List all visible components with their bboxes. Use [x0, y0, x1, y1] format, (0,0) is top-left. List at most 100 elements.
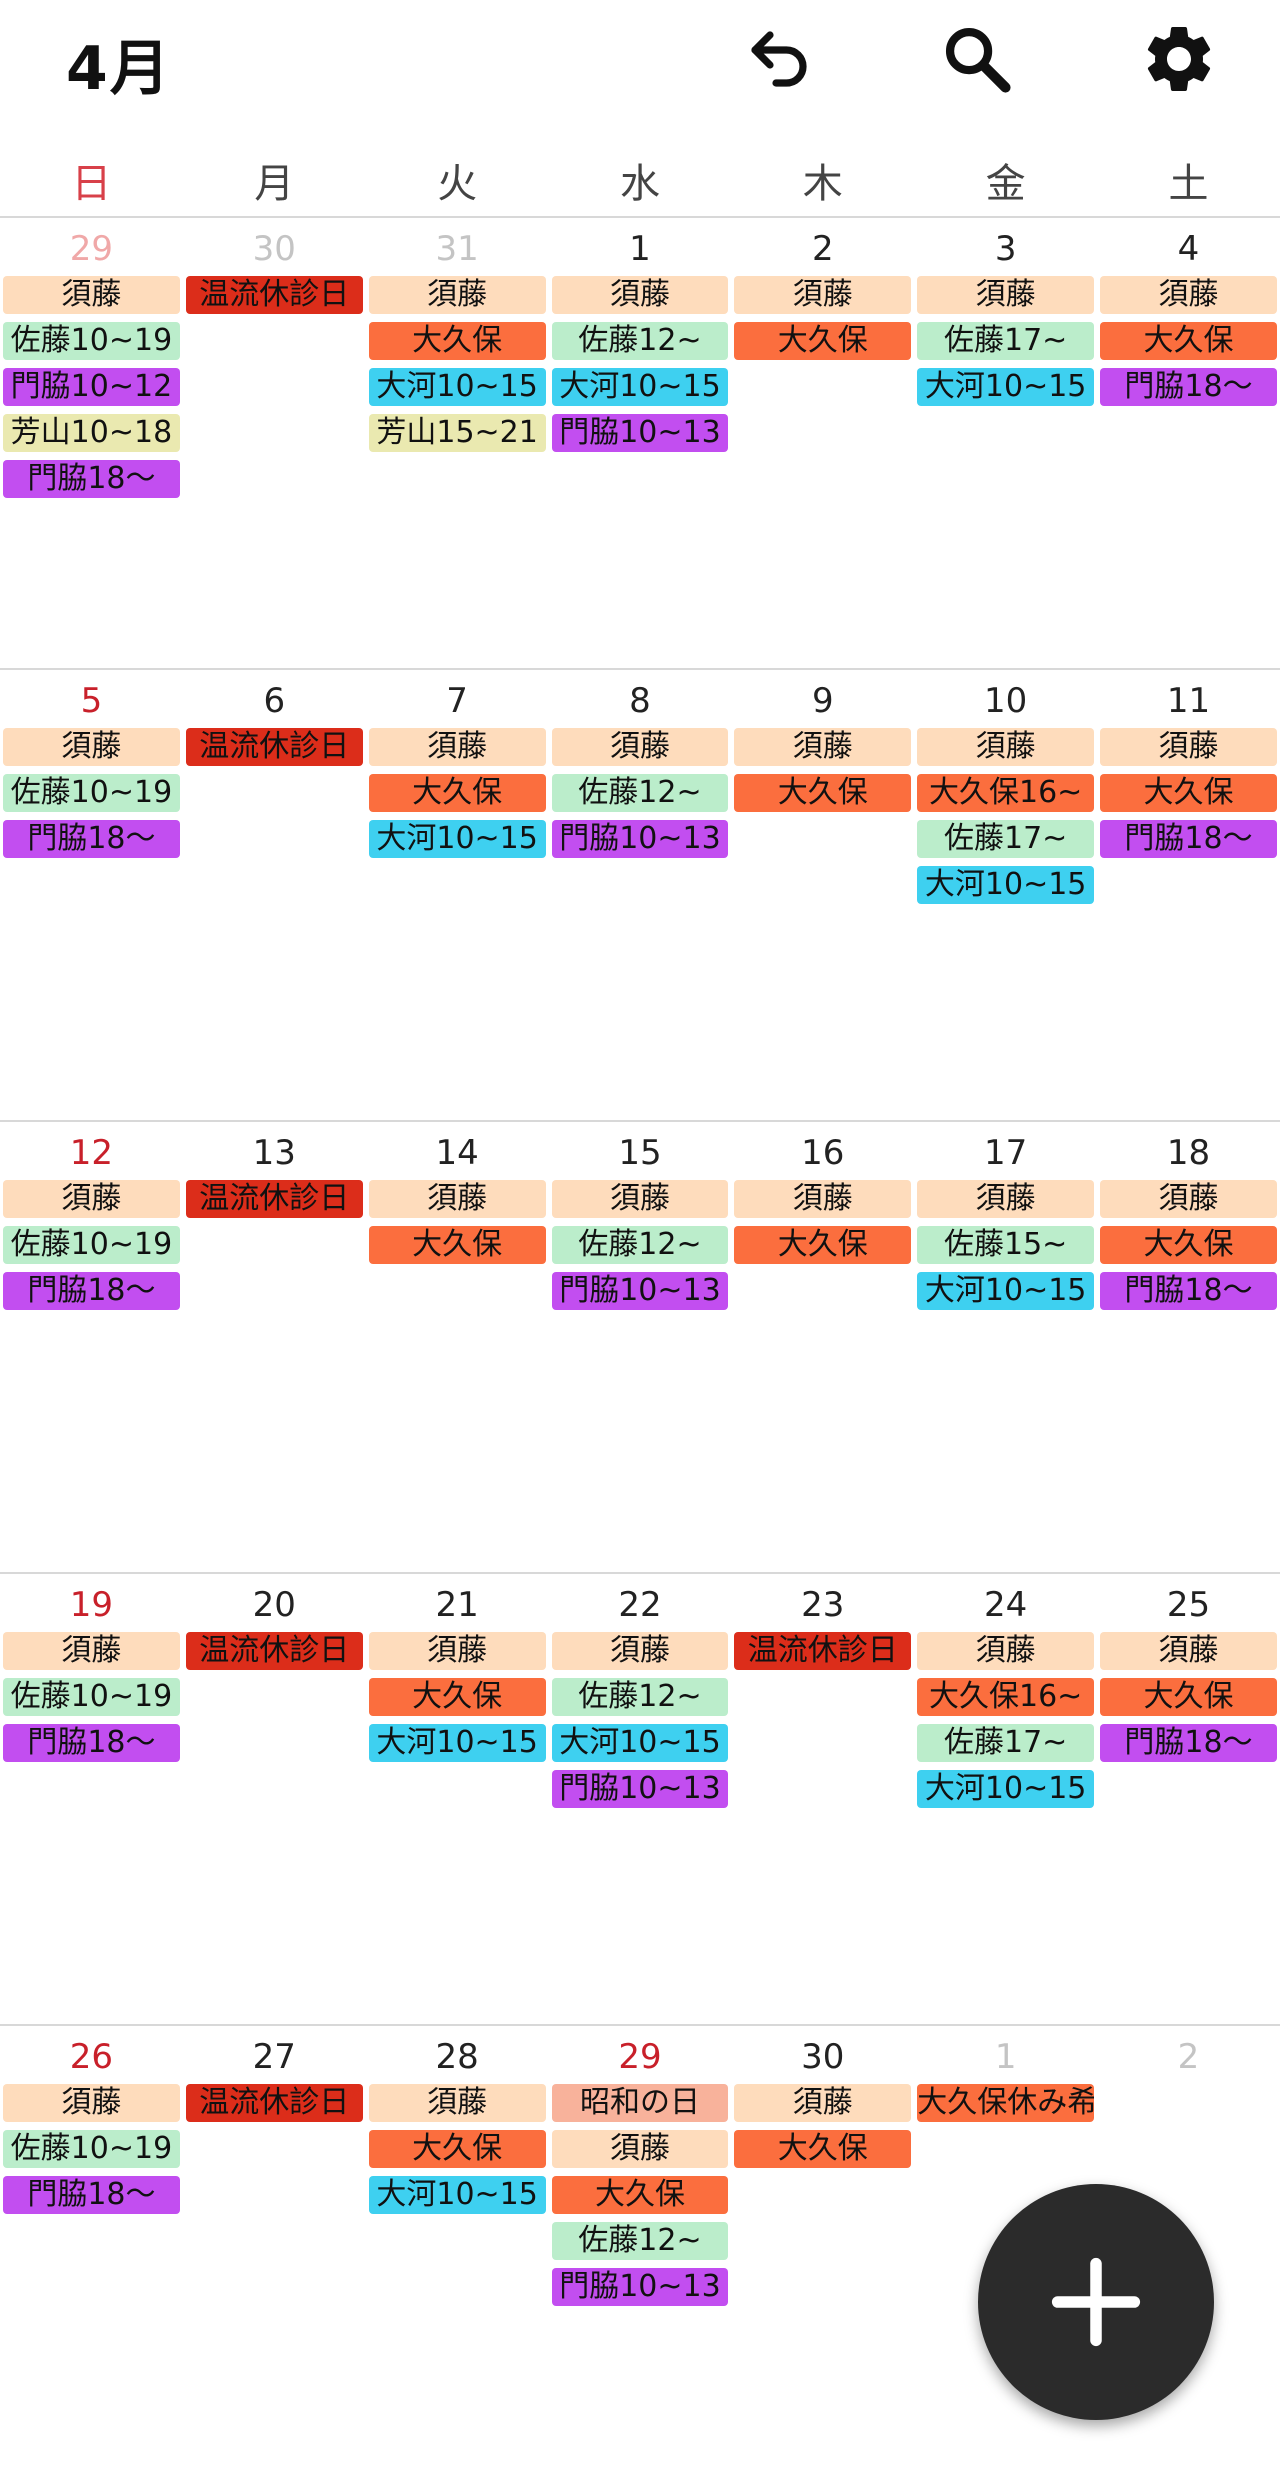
event-chip[interactable]: 須藤	[734, 1180, 912, 1218]
event-chip[interactable]: 須藤	[734, 2084, 912, 2122]
event-chip[interactable]: 大久保	[1100, 1678, 1277, 1716]
event-chip[interactable]: 須藤	[917, 276, 1095, 314]
event-chip[interactable]: 佐藤12~	[551, 2222, 729, 2260]
day-cell[interactable]: 14 須藤 大久保	[366, 1122, 549, 1574]
event-chip[interactable]: 昭和の日	[551, 2084, 729, 2122]
event-chip[interactable]: 大河10~15	[368, 2176, 546, 2214]
event-chip[interactable]: 大久保	[734, 2130, 912, 2168]
event-chip[interactable]: 門脇18〜	[3, 1272, 180, 1310]
day-cell[interactable]: 19 須藤 佐藤10~19 門脇18〜	[0, 1574, 183, 2026]
event-chip[interactable]: 須藤	[734, 728, 912, 766]
event-chip[interactable]: 大久保	[368, 774, 546, 812]
event-chip[interactable]: 須藤	[3, 1180, 180, 1218]
event-chip[interactable]: 大河10~15	[917, 1272, 1095, 1310]
day-cell[interactable]: 23 温流休診日	[731, 1574, 914, 2026]
event-chip[interactable]: 門脇18〜	[1100, 1272, 1277, 1310]
event-chip[interactable]: 門脇10~13	[551, 820, 729, 858]
day-cell[interactable]: 29 須藤 佐藤10~19 門脇10~12 芳山10~18 門脇18〜	[0, 218, 183, 670]
event-chip[interactable]: 大久保休み希	[917, 2084, 1095, 2122]
event-chip[interactable]: 門脇18〜	[3, 1724, 180, 1762]
event-chip[interactable]: 大久保	[368, 2130, 546, 2168]
event-chip[interactable]: 芳山10~18	[3, 414, 180, 452]
event-chip[interactable]: 温流休診日	[185, 2084, 363, 2122]
day-cell[interactable]: 4 須藤 大久保 門脇18〜	[1097, 218, 1280, 670]
event-chip[interactable]: 大久保	[734, 322, 912, 360]
event-chip[interactable]: 佐藤10~19	[3, 322, 180, 360]
day-cell[interactable]: 30 温流休診日	[183, 218, 366, 670]
day-cell[interactable]: 7 須藤 大久保 大河10~15	[366, 670, 549, 1122]
event-chip[interactable]: 大久保	[734, 774, 912, 812]
event-chip[interactable]: 須藤	[368, 2084, 546, 2122]
event-chip[interactable]: 佐藤17~	[917, 322, 1095, 360]
event-chip[interactable]: 大河10~15	[917, 866, 1095, 904]
event-chip[interactable]: 大河10~15	[368, 368, 546, 406]
event-chip[interactable]: 大久保16~	[917, 1678, 1095, 1716]
event-chip[interactable]: 門脇10~13	[551, 1272, 729, 1310]
day-cell[interactable]: 21 須藤 大久保 大河10~15	[366, 1574, 549, 2026]
settings-button[interactable]	[1134, 14, 1224, 104]
day-cell[interactable]: 31 須藤 大久保 大河10~15 芳山15~21	[366, 218, 549, 670]
event-chip[interactable]: 大久保	[1100, 322, 1277, 360]
event-chip[interactable]: 須藤	[1100, 1180, 1277, 1218]
event-chip[interactable]: 須藤	[551, 276, 729, 314]
event-chip[interactable]: 門脇18〜	[1100, 368, 1277, 406]
day-cell[interactable]: 8 須藤 佐藤12~ 門脇10~13	[549, 670, 732, 1122]
event-chip[interactable]: 須藤	[368, 728, 546, 766]
event-chip[interactable]: 佐藤12~	[551, 774, 729, 812]
event-chip[interactable]: 佐藤10~19	[3, 1226, 180, 1264]
day-cell[interactable]: 6 温流休診日	[183, 670, 366, 1122]
event-chip[interactable]: 大河10~15	[917, 368, 1095, 406]
day-cell[interactable]: 28 須藤 大久保 大河10~15	[366, 2026, 549, 2478]
day-cell[interactable]: 10 須藤 大久保16~ 佐藤17~ 大河10~15	[914, 670, 1097, 1122]
event-chip[interactable]: 大久保	[1100, 774, 1277, 812]
day-cell[interactable]: 5 須藤 佐藤10~19 門脇18〜	[0, 670, 183, 1122]
day-cell[interactable]: 9 須藤 大久保	[731, 670, 914, 1122]
event-chip[interactable]: 大久保	[368, 1226, 546, 1264]
event-chip[interactable]: 須藤	[368, 1180, 546, 1218]
event-chip[interactable]: 門脇18〜	[1100, 1724, 1277, 1762]
event-chip[interactable]: 門脇18〜	[3, 460, 180, 498]
event-chip[interactable]: 大久保16~	[917, 774, 1095, 812]
event-chip[interactable]: 門脇18〜	[3, 820, 180, 858]
day-cell[interactable]: 1 大久保休み希	[914, 2026, 1097, 2478]
event-chip[interactable]: 須藤	[551, 1180, 729, 1218]
event-chip[interactable]: 須藤	[368, 1632, 546, 1670]
day-cell[interactable]: 13 温流休診日	[183, 1122, 366, 1574]
event-chip[interactable]: 須藤	[3, 276, 180, 314]
event-chip[interactable]: 大河10~15	[368, 1724, 546, 1762]
day-cell[interactable]: 25 須藤 大久保 門脇18〜	[1097, 1574, 1280, 2026]
event-chip[interactable]: 門脇18〜	[1100, 820, 1277, 858]
day-cell[interactable]: 16 須藤 大久保	[731, 1122, 914, 1574]
day-cell[interactable]: 18 須藤 大久保 門脇18〜	[1097, 1122, 1280, 1574]
day-cell[interactable]: 20 温流休診日	[183, 1574, 366, 2026]
event-chip[interactable]: 温流休診日	[734, 1632, 912, 1670]
event-chip[interactable]: 大久保	[1100, 1226, 1277, 1264]
event-chip[interactable]: 佐藤17~	[917, 1724, 1095, 1762]
event-chip[interactable]: 門脇10~13	[551, 414, 729, 452]
day-cell[interactable]: 29 昭和の日 須藤 大久保 佐藤12~ 門脇10~13	[549, 2026, 732, 2478]
event-chip[interactable]: 佐藤10~19	[3, 1678, 180, 1716]
event-chip[interactable]: 温流休診日	[185, 1180, 363, 1218]
day-cell[interactable]: 12 須藤 佐藤10~19 門脇18〜	[0, 1122, 183, 1574]
day-cell[interactable]: 30 須藤 大久保	[731, 2026, 914, 2478]
day-cell[interactable]: 1 須藤 佐藤12~ 大河10~15 門脇10~13	[549, 218, 732, 670]
event-chip[interactable]: 佐藤10~19	[3, 2130, 180, 2168]
event-chip[interactable]: 佐藤12~	[551, 322, 729, 360]
event-chip[interactable]: 門脇10~12	[3, 368, 180, 406]
day-cell[interactable]: 17 須藤 佐藤15~ 大河10~15	[914, 1122, 1097, 1574]
month-title[interactable]: 4月	[66, 34, 172, 104]
event-chip[interactable]: 佐藤12~	[551, 1678, 729, 1716]
event-chip[interactable]: 門脇10~13	[551, 1770, 729, 1808]
event-chip[interactable]: 門脇10~13	[551, 2268, 729, 2306]
event-chip[interactable]: 須藤	[551, 1632, 729, 1670]
event-chip[interactable]: 大河10~15	[551, 1724, 729, 1762]
event-chip[interactable]: 大河10~15	[917, 1770, 1095, 1808]
event-chip[interactable]: 須藤	[917, 728, 1095, 766]
add-event-button[interactable]	[978, 2184, 1214, 2420]
event-chip[interactable]: 温流休診日	[185, 1632, 363, 1670]
event-chip[interactable]: 須藤	[551, 2130, 729, 2168]
event-chip[interactable]: 大久保	[551, 2176, 729, 2214]
day-cell[interactable]: 2	[1097, 2026, 1280, 2478]
event-chip[interactable]: 須藤	[917, 1180, 1095, 1218]
event-chip[interactable]: 大久保	[368, 322, 546, 360]
